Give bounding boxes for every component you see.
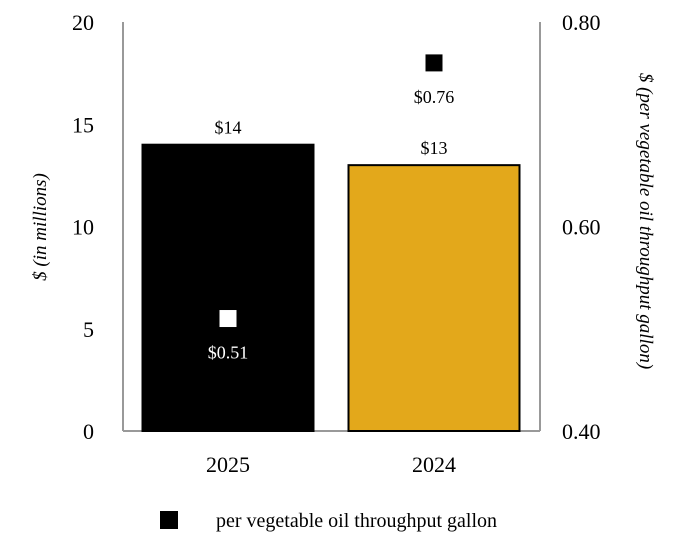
y-tick-label: 5 <box>83 317 94 342</box>
per-gallon-value-label: $0.76 <box>414 87 455 107</box>
bar <box>347 164 521 432</box>
bar-value-label: $13 <box>421 138 448 158</box>
x-tick-label: 2024 <box>412 452 456 477</box>
y2-tick-label: 0.80 <box>562 10 601 35</box>
legend-label: per vegetable oil throughput gallon <box>216 510 497 532</box>
per-gallon-value-label: $0.51 <box>208 343 249 363</box>
y-tick-label: 20 <box>72 10 94 35</box>
x-tick-label: 2025 <box>206 452 250 477</box>
per-gallon-marker <box>219 310 237 328</box>
y-tick-label: 0 <box>83 419 94 444</box>
y2-tick-label: 0.60 <box>562 215 601 240</box>
y2-tick-label: 0.40 <box>562 419 601 444</box>
y-axis-title: $ (in millions) <box>30 173 51 281</box>
per-gallon-marker <box>425 54 443 72</box>
bar <box>141 143 315 432</box>
bar-value-label: $14 <box>215 118 242 138</box>
y-tick-label: 10 <box>72 215 94 240</box>
y2-axis-title: $ (per vegetable oil throughput gallon) <box>635 73 656 369</box>
legend-marker <box>160 511 178 529</box>
y-tick-label: 15 <box>72 112 94 137</box>
plot-area: 0 5 10 15 20 0.40 0.60 0.80 $14 2025 $13 2024 $0.51 $… <box>72 10 601 477</box>
